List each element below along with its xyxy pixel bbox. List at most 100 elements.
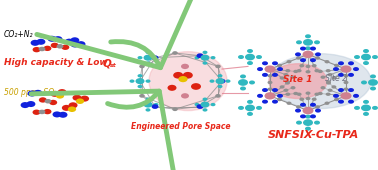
- Circle shape: [31, 40, 40, 46]
- Circle shape: [240, 87, 246, 90]
- Circle shape: [61, 45, 69, 50]
- Circle shape: [33, 47, 40, 52]
- Circle shape: [51, 43, 59, 48]
- Circle shape: [280, 76, 285, 80]
- Circle shape: [363, 100, 369, 104]
- Circle shape: [332, 85, 336, 89]
- Circle shape: [303, 39, 313, 46]
- Circle shape: [43, 46, 51, 51]
- Circle shape: [62, 105, 71, 111]
- Circle shape: [217, 85, 223, 88]
- Circle shape: [45, 99, 51, 104]
- Circle shape: [287, 60, 291, 63]
- Circle shape: [326, 92, 331, 96]
- Circle shape: [302, 51, 313, 58]
- Circle shape: [332, 76, 336, 80]
- Circle shape: [315, 56, 320, 60]
- Circle shape: [262, 100, 268, 104]
- Circle shape: [138, 85, 143, 88]
- Circle shape: [211, 56, 215, 59]
- Circle shape: [57, 89, 67, 95]
- Circle shape: [297, 92, 302, 96]
- Circle shape: [324, 60, 330, 63]
- Circle shape: [136, 79, 144, 83]
- Circle shape: [361, 54, 371, 60]
- Circle shape: [54, 36, 62, 42]
- Circle shape: [178, 76, 187, 82]
- Circle shape: [338, 61, 344, 65]
- Circle shape: [245, 54, 255, 60]
- Circle shape: [299, 98, 304, 101]
- Circle shape: [372, 106, 378, 110]
- Circle shape: [363, 112, 369, 116]
- Circle shape: [238, 106, 244, 110]
- Circle shape: [318, 92, 323, 95]
- Circle shape: [49, 100, 57, 105]
- Circle shape: [265, 92, 276, 100]
- Circle shape: [209, 79, 214, 83]
- Circle shape: [354, 55, 360, 59]
- Text: 500 ppmₛ SO₂: 500 ppmₛ SO₂: [4, 88, 57, 97]
- Circle shape: [285, 80, 290, 84]
- Circle shape: [348, 61, 354, 65]
- Circle shape: [295, 109, 301, 113]
- Circle shape: [245, 105, 255, 111]
- Circle shape: [262, 88, 268, 92]
- Ellipse shape: [149, 52, 227, 110]
- Circle shape: [247, 61, 253, 65]
- Circle shape: [305, 46, 311, 50]
- Circle shape: [268, 88, 273, 91]
- Circle shape: [238, 79, 248, 86]
- Circle shape: [56, 93, 64, 99]
- Circle shape: [300, 58, 306, 62]
- Circle shape: [203, 108, 208, 112]
- Text: st: st: [110, 63, 117, 68]
- Circle shape: [146, 51, 150, 54]
- Circle shape: [181, 93, 189, 99]
- Circle shape: [310, 114, 316, 118]
- Circle shape: [167, 85, 177, 91]
- Circle shape: [285, 92, 290, 96]
- Circle shape: [68, 102, 77, 108]
- Circle shape: [138, 74, 143, 78]
- Circle shape: [305, 91, 310, 95]
- Circle shape: [293, 92, 298, 95]
- Circle shape: [305, 115, 311, 119]
- Circle shape: [314, 69, 319, 72]
- Circle shape: [344, 74, 349, 78]
- Circle shape: [348, 100, 354, 104]
- Circle shape: [256, 106, 262, 110]
- Circle shape: [314, 121, 320, 125]
- Circle shape: [315, 109, 321, 113]
- Circle shape: [226, 79, 231, 83]
- Circle shape: [348, 73, 354, 77]
- Circle shape: [152, 55, 158, 60]
- Circle shape: [315, 105, 320, 109]
- Circle shape: [338, 100, 344, 104]
- Circle shape: [326, 80, 331, 84]
- Circle shape: [139, 94, 145, 98]
- Circle shape: [71, 41, 79, 47]
- Circle shape: [257, 94, 263, 98]
- Circle shape: [300, 114, 306, 118]
- Circle shape: [348, 88, 354, 92]
- Circle shape: [138, 103, 143, 106]
- Circle shape: [59, 112, 68, 118]
- Circle shape: [363, 61, 369, 65]
- Circle shape: [65, 39, 74, 45]
- Circle shape: [305, 70, 310, 73]
- Circle shape: [200, 55, 209, 61]
- Circle shape: [361, 80, 367, 84]
- Circle shape: [70, 37, 79, 43]
- Circle shape: [284, 89, 288, 92]
- Circle shape: [183, 72, 193, 79]
- Circle shape: [28, 90, 37, 97]
- Circle shape: [247, 49, 253, 53]
- Circle shape: [326, 69, 331, 72]
- Circle shape: [300, 103, 306, 107]
- Circle shape: [296, 56, 301, 60]
- Circle shape: [310, 58, 316, 62]
- Circle shape: [310, 47, 316, 50]
- Circle shape: [328, 73, 333, 76]
- Circle shape: [302, 107, 313, 114]
